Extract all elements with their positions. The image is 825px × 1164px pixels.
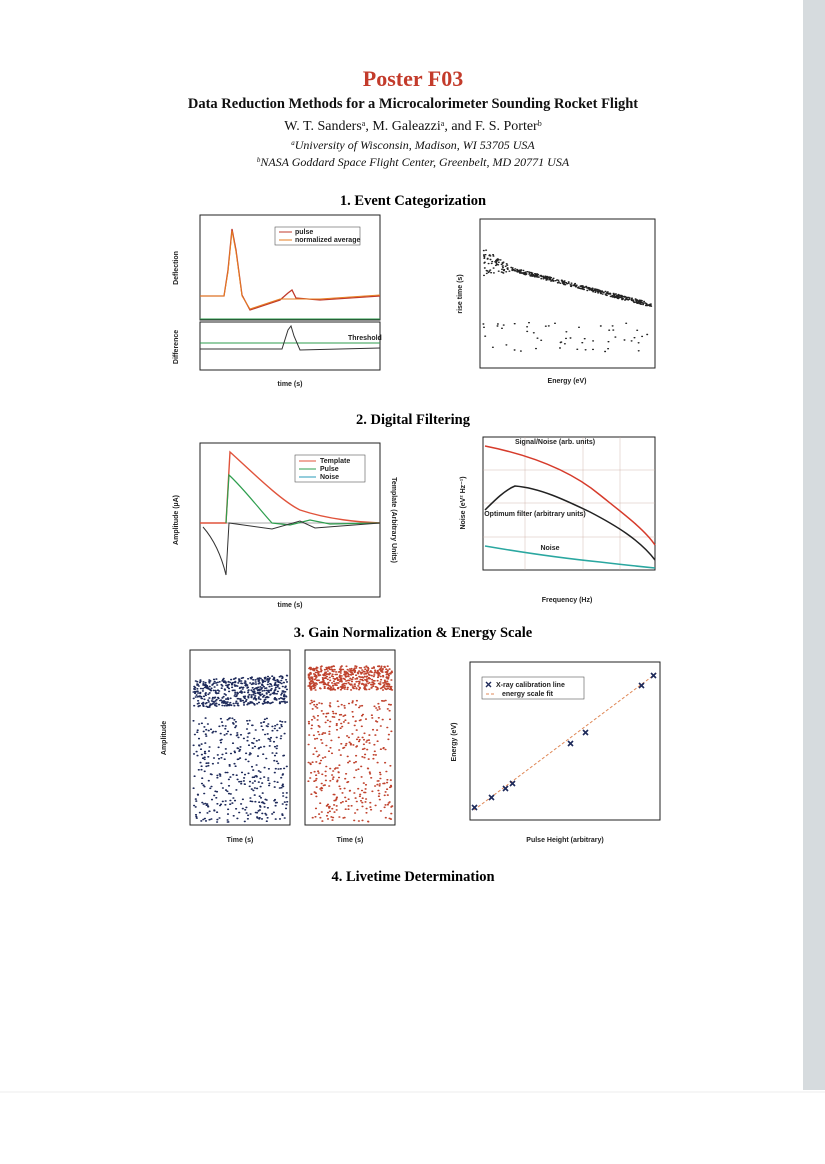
plot-frame bbox=[199, 321, 381, 371]
affiliation-mark: b bbox=[257, 156, 261, 164]
author: , M. Galeazzi bbox=[365, 119, 441, 134]
scatter-points bbox=[192, 674, 289, 823]
figure-gain-corrected: Time (s) bbox=[304, 649, 396, 844]
x-axis-label: Time (s) bbox=[337, 837, 364, 844]
x-axis-label: Pulse Height (arbitrary) bbox=[526, 837, 603, 844]
plot-frame bbox=[199, 442, 381, 598]
section-heading: 4. Livetime Determination bbox=[331, 869, 494, 885]
affiliation: aUniversity of Wisconsin, Madison, WI 53… bbox=[291, 138, 535, 152]
author: W. T. Sanders bbox=[284, 119, 362, 134]
legend-label: Template bbox=[320, 458, 350, 465]
x-axis-label: Energy (eV) bbox=[548, 378, 587, 385]
scatter-points bbox=[482, 249, 653, 353]
annotation: Threshold bbox=[348, 335, 382, 342]
fit-line bbox=[473, 671, 659, 811]
pulse-curve bbox=[225, 473, 381, 526]
plot-frame bbox=[189, 649, 291, 826]
filter-curve bbox=[202, 520, 381, 576]
scan-edge bbox=[803, 0, 825, 1090]
noise-curve bbox=[484, 545, 656, 569]
figure-template: Template Pulse Noise Amplitude (µA) Temp… bbox=[173, 442, 397, 609]
section-heading: 2. Digital Filtering bbox=[356, 412, 471, 428]
x-axis-label: Frequency (Hz) bbox=[542, 597, 593, 604]
y-axis-label: rise time (s) bbox=[457, 274, 464, 313]
affiliation-text: NASA Goddard Space Flight Center, Greenb… bbox=[259, 155, 570, 169]
legend-label: X-ray calibration line bbox=[496, 682, 565, 689]
y-axis-label: Difference bbox=[173, 330, 180, 364]
legend-box bbox=[481, 676, 585, 700]
x-axis-label: time (s) bbox=[278, 381, 303, 388]
legend-label: normalized average bbox=[295, 237, 360, 244]
legend-label: Pulse bbox=[320, 466, 339, 473]
difference-curve bbox=[200, 324, 381, 351]
author-mark: a bbox=[362, 119, 366, 128]
figure-rise-time: rise time (s) Energy (eV) bbox=[457, 218, 656, 385]
legend-label: energy scale fit bbox=[502, 691, 554, 698]
legend-box bbox=[274, 226, 361, 246]
author-mark: b bbox=[538, 119, 542, 128]
author: , and F. S. Porter bbox=[444, 119, 538, 134]
author-mark: a bbox=[441, 119, 445, 128]
annotation: Signal/Noise (arb. units) bbox=[515, 439, 595, 446]
y-axis-label: Energy (eV) bbox=[451, 723, 458, 762]
affiliation-mark: a bbox=[291, 139, 295, 147]
plot-frame bbox=[199, 214, 381, 321]
affiliation: bNASA Goddard Space Flight Center, Green… bbox=[257, 155, 570, 169]
authors: W. T. Sandersa, M. Galeazzia, and F. S. … bbox=[284, 119, 541, 135]
section-heading: 3. Gain Normalization & Energy Scale bbox=[294, 625, 533, 641]
y2-axis-label: Template (Arbitrary Units) bbox=[390, 477, 397, 563]
plot-frame bbox=[469, 661, 661, 821]
plot-frame bbox=[304, 649, 396, 826]
section-heading: 1. Event Categorization bbox=[340, 193, 486, 209]
poster-subtitle: Data Reduction Methods for a Microcalori… bbox=[188, 96, 638, 112]
optimum-filter-curve bbox=[484, 485, 656, 561]
signal-noise-curve bbox=[484, 445, 656, 546]
y-axis-label: Amplitude (µA) bbox=[173, 495, 180, 545]
y-axis-label: Amplitude bbox=[161, 721, 168, 755]
average-curve bbox=[200, 230, 381, 310]
figure-energy-scale: X-ray calibration line energy scale fit … bbox=[451, 661, 661, 844]
legend-label: Noise bbox=[320, 474, 339, 481]
y-axis-label: Deflection bbox=[173, 251, 180, 285]
affiliation-text: University of Wisconsin, Madison, WI 537… bbox=[295, 138, 536, 152]
x-axis-label: time (s) bbox=[278, 602, 303, 609]
template-curve bbox=[200, 450, 381, 524]
figure-noise-spectrum: Signal/Noise (arb. units) Optimum filter… bbox=[460, 436, 656, 604]
figure-pulse-shape: Threshold pulse normalized average Defle… bbox=[173, 214, 382, 388]
legend-swatch bbox=[485, 681, 492, 688]
annotation: Noise bbox=[540, 545, 559, 552]
poster-title: Poster F03 bbox=[363, 66, 463, 91]
plot-frame bbox=[479, 218, 656, 369]
annotation: Optimum filter (arbitrary units) bbox=[484, 511, 586, 518]
plot-frame bbox=[482, 436, 656, 571]
y-axis-label: Noise (eV² Hz⁻¹) bbox=[460, 476, 467, 529]
scatter-points bbox=[307, 665, 394, 823]
calibration-points bbox=[471, 672, 657, 811]
figure-gain-raw: Amplitude Time (s) bbox=[161, 649, 291, 844]
legend-label: pulse bbox=[295, 229, 313, 236]
x-axis-label: Time (s) bbox=[227, 837, 254, 844]
